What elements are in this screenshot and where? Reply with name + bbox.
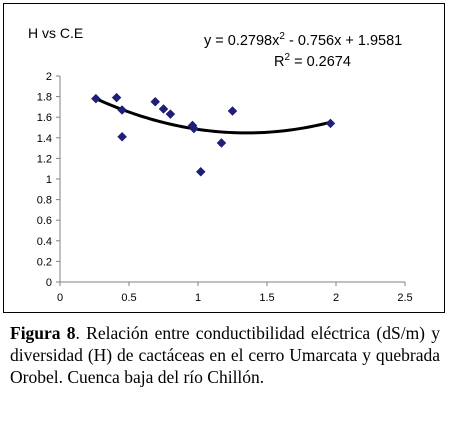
trendline-curve xyxy=(95,97,331,135)
y-tick-label: 0.4 xyxy=(37,236,52,248)
data-point xyxy=(111,92,122,103)
y-tick-label: 1.4 xyxy=(37,133,52,145)
x-tick-label: 0 xyxy=(57,292,63,304)
y-axis-ticks: 0 0.2 0.4 0.6 0.8 1 1.2 1.4 1.6 1.8 2 xyxy=(37,71,60,289)
caption-label: Figura 8 xyxy=(10,323,76,343)
caption-text: . Relación entre conductibilidad eléctri… xyxy=(10,323,440,387)
figure-caption: Figura 8. Relación entre conductibilidad… xyxy=(10,322,440,388)
y-tick-label: 0 xyxy=(46,277,52,289)
y-tick-label: 2 xyxy=(46,71,52,83)
data-points xyxy=(91,92,336,177)
x-tick-label: 1 xyxy=(195,292,201,304)
y-tick-label: 1.6 xyxy=(37,112,52,124)
y-tick-label: 1.8 xyxy=(37,92,52,104)
data-point xyxy=(117,131,127,142)
data-point xyxy=(189,123,199,134)
chart-title: H vs C.E xyxy=(28,25,83,41)
data-point xyxy=(165,109,176,119)
y-tick-label: 0.2 xyxy=(37,256,52,268)
data-point xyxy=(227,106,238,116)
data-point xyxy=(195,166,206,177)
trendline xyxy=(95,97,331,135)
data-point xyxy=(91,93,101,104)
x-tick-label: 0.5 xyxy=(121,292,136,304)
y-tick-label: 1 xyxy=(46,174,52,186)
data-point xyxy=(150,96,161,107)
y-tick-label: 0.6 xyxy=(37,215,52,227)
chart-frame: H vs C.E y = 0.2798x2 - 0.756x + 1.9581 … xyxy=(3,3,445,313)
r-squared-label: R2 = 0.2674 xyxy=(274,52,351,70)
data-point xyxy=(325,118,336,129)
scatter-chart: H vs C.E y = 0.2798x2 - 0.756x + 1.9581 … xyxy=(28,25,413,304)
x-axis-ticks: 0 0.5 1 1.5 2 2.5 xyxy=(57,282,413,304)
trend-equation: y = 0.2798x2 - 0.756x + 1.9581 xyxy=(204,31,402,49)
x-tick-label: 1.5 xyxy=(259,292,274,304)
x-tick-label: 2.5 xyxy=(397,292,412,304)
x-tick-label: 2 xyxy=(333,292,339,304)
y-tick-label: 0.8 xyxy=(37,195,52,207)
data-point xyxy=(158,104,169,114)
y-tick-label: 1.2 xyxy=(37,153,52,165)
data-point xyxy=(117,105,127,115)
data-point xyxy=(216,138,227,148)
